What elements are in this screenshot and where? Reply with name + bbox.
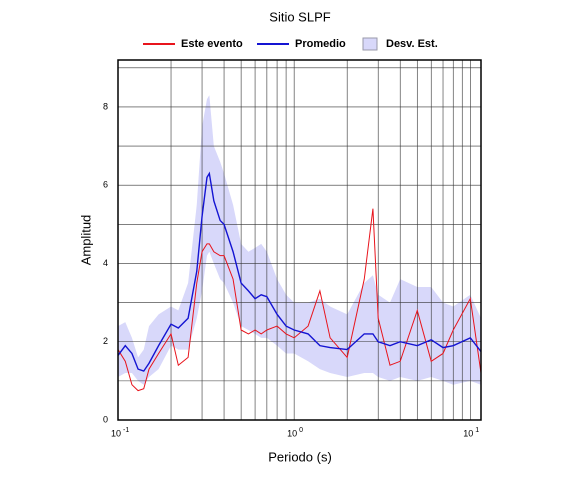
- y-tick-label: 2: [103, 336, 108, 346]
- x-tick-exponent: 0: [299, 427, 303, 434]
- y-tick-label: 6: [103, 180, 108, 190]
- x-tick-label: 10: [287, 428, 297, 438]
- y-tick-label: 0: [103, 414, 108, 424]
- x-tick-exponent: 1: [475, 427, 479, 434]
- x-tick-exponent: -1: [123, 427, 129, 434]
- series-line: [117, 171, 482, 372]
- series-line: [117, 208, 482, 392]
- plot-frame: [117, 59, 482, 421]
- legend-label: Promedio: [295, 38, 346, 50]
- y-tick-label: 4: [103, 258, 108, 268]
- legend-swatch: [362, 37, 378, 51]
- std-band: [118, 95, 481, 385]
- legend-label: Este evento: [181, 38, 243, 50]
- x-axis-label: Periodo (s): [268, 449, 332, 464]
- chart-title: Sitio SLPF: [269, 9, 330, 24]
- x-tick-label: 10: [111, 428, 121, 438]
- y-tick-label: 8: [103, 101, 108, 111]
- legend-label: Desv. Est.: [386, 38, 438, 50]
- y-axis-label: Amplitud: [78, 215, 93, 266]
- x-tick-label: 10: [463, 428, 473, 438]
